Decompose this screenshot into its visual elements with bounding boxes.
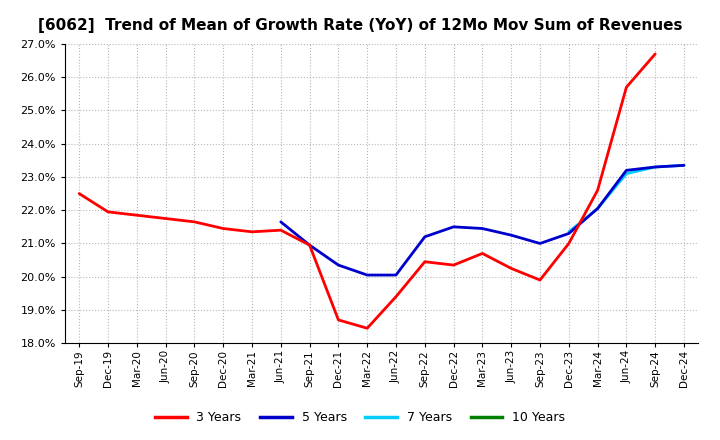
5 Years [622,168,631,173]
3 Years [305,242,314,248]
Line: 5 Years: 5 Years [281,165,684,275]
3 Years [651,51,660,57]
5 Years [420,234,429,239]
7 Years [593,206,602,211]
Legend: 3 Years, 5 Years, 7 Years, 10 Years: 3 Years, 5 Years, 7 Years, 10 Years [150,407,570,429]
3 Years [392,294,400,299]
Line: 3 Years: 3 Years [79,54,655,328]
5 Years [363,272,372,278]
5 Years [478,226,487,231]
5 Years [651,165,660,170]
3 Years [420,259,429,264]
5 Years [680,163,688,168]
3 Years [593,187,602,193]
3 Years [363,326,372,331]
3 Years [564,241,573,246]
3 Years [478,251,487,256]
3 Years [219,226,228,231]
Line: 7 Years: 7 Years [569,165,684,232]
3 Years [622,84,631,90]
3 Years [161,216,170,221]
7 Years [680,163,688,168]
Text: [6062]  Trend of Mean of Growth Rate (YoY) of 12Mo Mov Sum of Revenues: [6062] Trend of Mean of Growth Rate (YoY… [37,18,683,33]
5 Years [593,206,602,211]
5 Years [449,224,458,230]
3 Years [190,219,199,224]
3 Years [536,277,544,282]
5 Years [392,272,400,278]
5 Years [276,219,285,224]
5 Years [536,241,544,246]
3 Years [104,209,112,215]
3 Years [507,266,516,271]
7 Years [651,165,660,170]
3 Years [334,317,343,323]
3 Years [449,262,458,268]
5 Years [507,232,516,238]
3 Years [248,229,256,235]
5 Years [334,262,343,268]
3 Years [132,213,141,218]
5 Years [305,242,314,248]
5 Years [564,231,573,236]
7 Years [622,171,631,176]
3 Years [276,227,285,233]
3 Years [75,191,84,196]
7 Years [564,229,573,235]
